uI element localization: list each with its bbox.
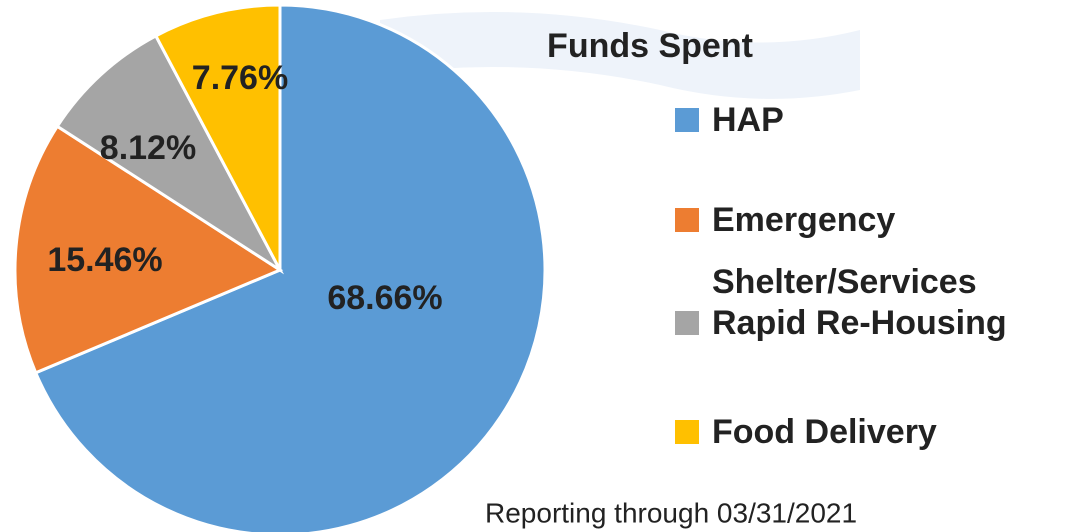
legend-swatch	[675, 311, 699, 335]
legend-label: Emergency Shelter/Services	[712, 201, 977, 301]
legend-swatch	[675, 420, 699, 444]
pie-slice	[55, 33, 285, 275]
pie-slice	[153, 3, 282, 271]
data-label: 15.46%	[47, 241, 162, 279]
footnote: Reporting through 03/31/2021	[485, 497, 857, 528]
data-label: 68.66%	[327, 279, 442, 317]
background-wave	[380, 12, 860, 99]
legend-label: Rapid Re-Housing	[712, 304, 1007, 342]
data-label: 7.76%	[192, 59, 288, 97]
legend-label: HAP	[712, 101, 784, 139]
legend-label: Food Delivery	[712, 413, 937, 451]
pie-slice	[33, 3, 547, 532]
pie-slice	[13, 124, 284, 375]
legend-swatch	[675, 208, 699, 232]
legend-swatch	[675, 108, 699, 132]
data-label: 8.12%	[100, 129, 196, 167]
chart-title: Funds Spent	[547, 27, 753, 65]
